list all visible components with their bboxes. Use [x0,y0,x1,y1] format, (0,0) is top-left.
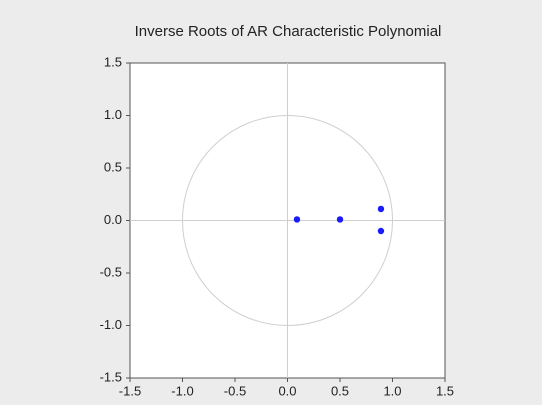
point [294,216,300,222]
x-tick-label: -1.0 [171,383,193,398]
x-tick-label: 1.0 [383,383,401,398]
point [337,216,343,222]
y-tick-label: -1.0 [100,317,122,332]
point [378,206,384,212]
x-tick-label: -1.5 [119,383,141,398]
y-tick-label: 1.5 [104,54,122,69]
y-tick-label: -1.5 [100,369,122,384]
point [378,228,384,234]
y-tick-label: -0.5 [100,264,122,279]
y-tick-label: 0.5 [104,159,122,174]
x-tick-label: 0.5 [331,383,349,398]
y-tick-label: 0.0 [104,212,122,227]
chart-title: Inverse Roots of AR Characteristic Polyn… [135,23,442,40]
chart: Inverse Roots of AR Characteristic Polyn… [0,0,542,405]
x-tick-label: 1.5 [436,383,454,398]
y-tick-label: 1.0 [104,107,122,122]
x-tick-label: 0.0 [278,383,296,398]
x-tick-label: -0.5 [224,383,246,398]
